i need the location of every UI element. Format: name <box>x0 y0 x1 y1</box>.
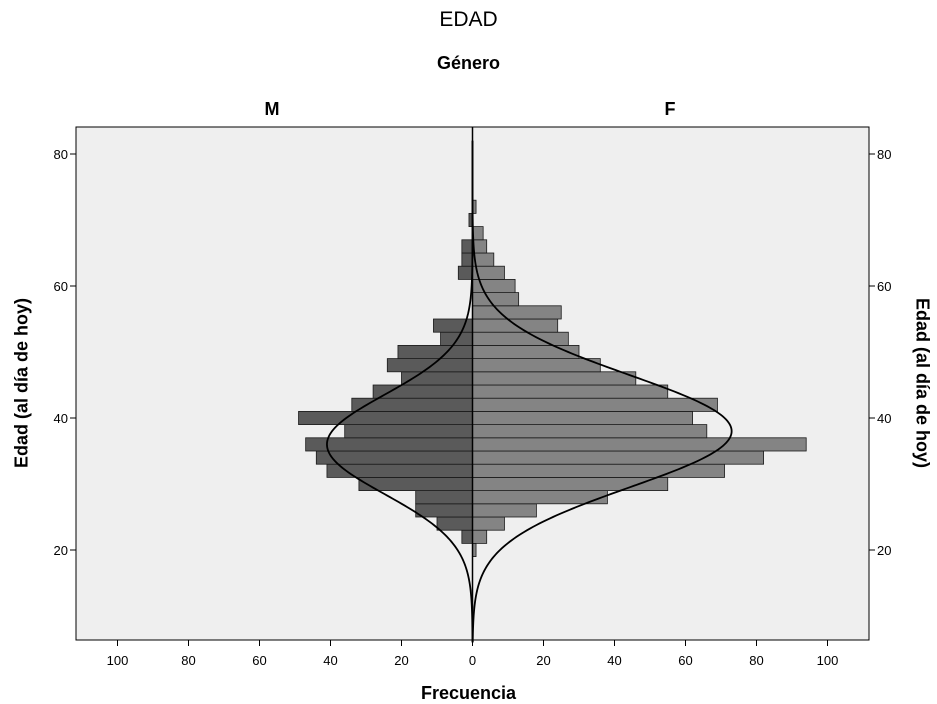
bar-f-43 <box>472 384 669 399</box>
bar-f-27 <box>472 490 608 505</box>
bar-m-39 <box>298 410 473 425</box>
x-tick-label-2: 60 <box>252 653 266 668</box>
bar-f-25 <box>472 503 537 518</box>
bar-m-21 <box>461 529 473 544</box>
y-tick-label-right-80: 80 <box>877 147 891 162</box>
bar-f-55 <box>472 305 562 320</box>
y-tick-label-left-60: 60 <box>54 279 68 294</box>
bar-m-41 <box>351 397 473 412</box>
bar-m-23 <box>436 516 473 531</box>
bar-m-47 <box>386 358 473 373</box>
y-tick-label-left-80: 80 <box>54 147 68 162</box>
bar-m-37 <box>344 424 473 439</box>
bar-m-33 <box>315 450 473 465</box>
bar-m-31 <box>326 463 473 478</box>
x-tick-label-1: 80 <box>181 653 195 668</box>
x-tick-label-0: 100 <box>107 653 129 668</box>
panel-label-m: M <box>264 99 280 119</box>
x-tick-label-7: 40 <box>607 653 621 668</box>
bar-m-49 <box>397 344 473 359</box>
x-tick-label-5: 0 <box>469 653 476 668</box>
bar-m-63 <box>461 252 473 267</box>
x-tick-label-4: 20 <box>394 653 408 668</box>
y-tick-label-right-20: 20 <box>877 543 891 558</box>
bar-m-25 <box>415 503 473 518</box>
bar-f-35 <box>472 437 807 452</box>
panel-label-f: F <box>664 99 676 119</box>
bar-f-39 <box>472 410 694 425</box>
bar-f-45 <box>472 371 637 386</box>
x-tick-label-6: 20 <box>536 653 550 668</box>
y-tick-label-left-40: 40 <box>54 411 68 426</box>
bar-f-51 <box>472 331 569 346</box>
x-tick-label-9: 80 <box>749 653 763 668</box>
bar-f-21 <box>472 529 488 544</box>
x-tick-label-10: 100 <box>817 653 839 668</box>
bar-m-65 <box>461 239 473 254</box>
bar-m-61 <box>457 265 473 280</box>
bar-m-43 <box>372 384 473 399</box>
bar-f-33 <box>472 450 765 465</box>
bar-f-41 <box>472 397 718 412</box>
bar-m-27 <box>415 490 473 505</box>
bar-f-23 <box>472 516 505 531</box>
chart-title: EDAD <box>439 8 498 31</box>
x-tick-label-3: 40 <box>323 653 337 668</box>
x-axis-label: Frecuencia <box>420 683 517 703</box>
y-tick-label-right-60: 60 <box>877 279 891 294</box>
bar-m-35 <box>305 437 473 452</box>
bar-f-47 <box>472 358 601 373</box>
bar-f-57 <box>472 292 520 307</box>
x-tick-label-8: 60 <box>678 653 692 668</box>
bar-f-67 <box>472 226 484 241</box>
bar-f-49 <box>472 344 580 359</box>
bar-f-37 <box>472 424 708 439</box>
y-tick-label-right-40: 40 <box>877 411 891 426</box>
y-tick-label-left-20: 20 <box>54 543 68 558</box>
chart-subtitle: Género <box>436 53 501 73</box>
